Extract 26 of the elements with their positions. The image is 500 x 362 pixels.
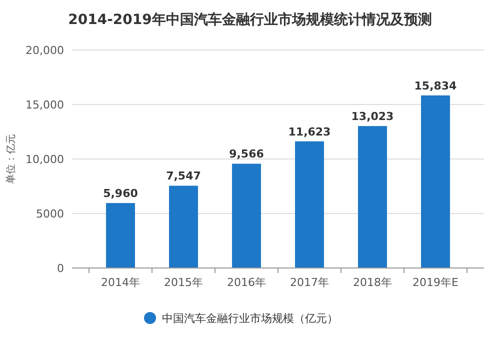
text: 9,566 (229, 148, 264, 161)
bar (295, 141, 324, 268)
y-tick-label: 20,000 (26, 44, 64, 57)
y-axis-title: 单位：亿元 (5, 134, 17, 184)
y-tick-label: 10,000 (26, 152, 64, 166)
x-tick-label: 2018年 (352, 276, 392, 289)
text: 11,623 (288, 125, 331, 138)
y-tick-label: 0 (57, 262, 64, 275)
x-tick-label: 2014年 (101, 276, 140, 289)
x-tick-label: 2019年E (412, 276, 459, 289)
bar (106, 203, 135, 268)
y-tick-label: 5000 (36, 207, 64, 220)
legend-label: 中国汽车金融行业市场规模（亿元） (162, 312, 338, 325)
x-tick-label: 2017年 (290, 276, 329, 289)
bar (421, 95, 450, 268)
x-tick-label: 2015年 (164, 276, 204, 289)
text: 7,547 (166, 170, 201, 183)
text: 5,960 (103, 187, 138, 200)
x-tick-label: 2016年 (227, 276, 266, 289)
text: 15,834 (414, 79, 457, 92)
text: 13,023 (351, 110, 394, 124)
bar (232, 164, 261, 268)
bar (169, 186, 198, 268)
bar (358, 126, 387, 268)
y-tick-label: 15,000 (26, 98, 64, 112)
chart-title: 2014-2019年中国汽车金融行业市场规模统计情况及预测 (68, 11, 432, 28)
